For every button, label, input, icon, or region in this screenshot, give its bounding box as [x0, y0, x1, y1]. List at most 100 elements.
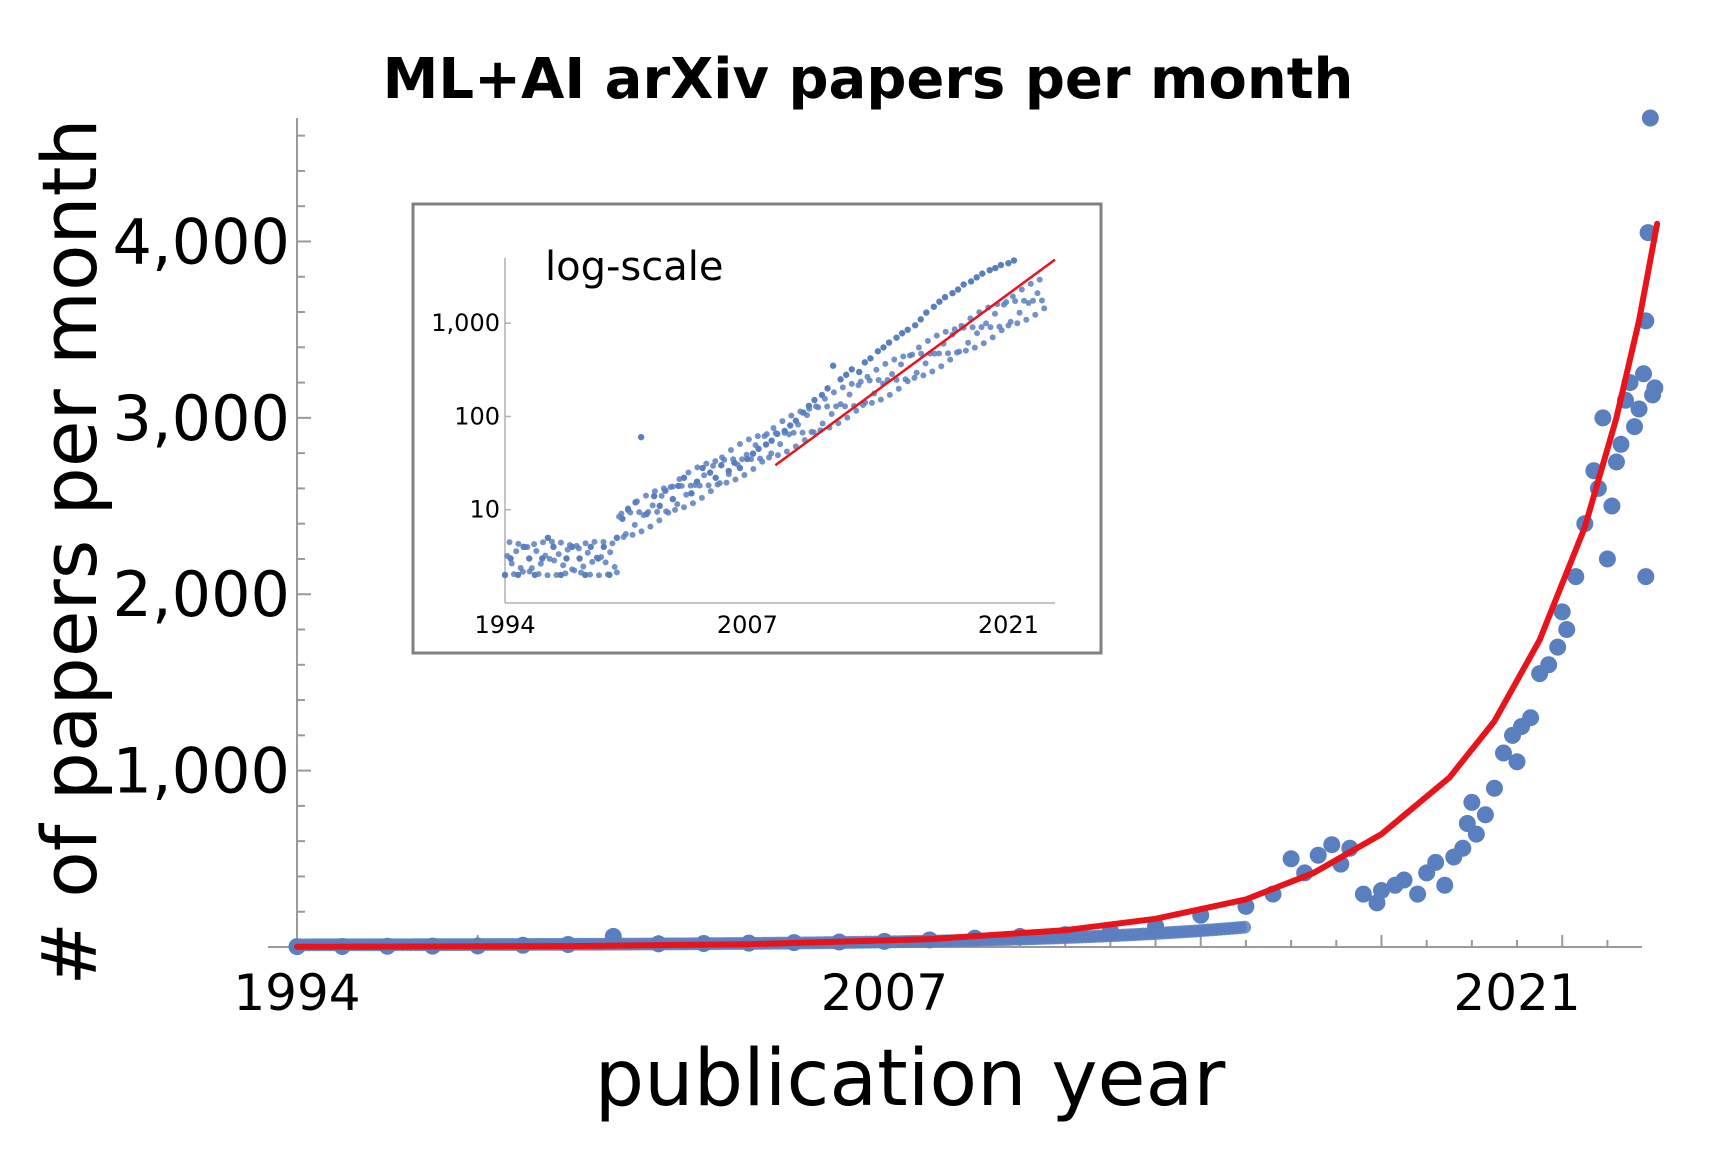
inset-data-point: [779, 418, 786, 425]
inset-data-point: [880, 344, 887, 351]
data-point: [1522, 709, 1540, 727]
inset-data-point: [768, 450, 775, 457]
y-axis-label: # of papers per month: [25, 118, 114, 985]
inset-y-tick-label: 1,000: [431, 309, 500, 337]
inset-data-point: [891, 356, 898, 363]
inset-data-point: [895, 385, 902, 392]
inset-data-point: [873, 366, 880, 373]
inset-data-point: [587, 571, 594, 578]
inset-data-point: [591, 538, 598, 545]
inset-data-point: [969, 324, 976, 331]
inset-data-point: [515, 540, 522, 547]
inset-data-point: [929, 368, 936, 375]
inset-data-point: [600, 538, 607, 545]
inset-data-point: [506, 539, 513, 546]
inset-data-point: [647, 523, 654, 530]
x-axis-label: publication year: [595, 1034, 1227, 1124]
inset-data-point: [566, 541, 573, 548]
inset-data-point: [575, 545, 582, 552]
inset-data-point: [797, 408, 804, 415]
y-tick-label: 4,000: [113, 205, 291, 278]
inset-data-point: [718, 462, 725, 469]
inset-data-point: [846, 391, 853, 398]
inset-data-point: [882, 360, 889, 367]
inset-data-point: [743, 451, 750, 458]
inset-data-point: [692, 481, 699, 488]
inset-data-point: [848, 366, 855, 373]
inset-data-point: [1036, 276, 1043, 283]
inset-data-point: [537, 560, 544, 567]
inset-data-point: [866, 377, 873, 384]
inset-data-point: [992, 264, 999, 272]
inset-data-point: [562, 570, 569, 577]
data-point: [1540, 656, 1558, 674]
inset-data-point: [1009, 293, 1016, 300]
inset-data-point: [842, 403, 849, 410]
inset-data-point: [750, 466, 757, 473]
data-point: [1549, 638, 1567, 656]
inset-data-point: [936, 350, 943, 357]
inset-data-point: [893, 334, 900, 341]
inset-data-point: [795, 421, 802, 428]
y-tick-label: 2,000: [113, 558, 291, 631]
data-point: [1612, 435, 1630, 453]
inset-data-point: [917, 316, 924, 323]
inset-data-point: [678, 482, 685, 489]
inset-data-point: [600, 543, 608, 551]
inset-data-point: [703, 460, 710, 467]
inset-data-point: [576, 555, 583, 562]
data-point: [1463, 793, 1481, 811]
inset-data-point: [768, 437, 775, 444]
data-point: [1637, 568, 1655, 586]
inset-data-point: [839, 384, 846, 391]
inset-data-point: [584, 549, 591, 556]
inset-data-point: [889, 370, 896, 377]
inset-data-point: [649, 502, 656, 509]
inset-data-point: [978, 324, 985, 331]
inset-data-point: [705, 482, 712, 489]
inset-data-point: [752, 442, 759, 449]
inset-data-point: [634, 498, 640, 505]
inset-data-point: [837, 376, 844, 383]
inset-data-point: [904, 326, 911, 333]
inset-data-point: [669, 483, 676, 490]
inset-data-point: [931, 350, 938, 357]
inset-data-point: [947, 356, 954, 363]
inset-data-point: [833, 403, 840, 410]
inset-data-point: [531, 541, 538, 548]
data-point: [1409, 885, 1427, 903]
inset-data-point: [787, 422, 794, 429]
chart-title: ML+AI arXiv papers per month: [383, 47, 1354, 112]
inset-fit-line: [774, 258, 1056, 467]
inset-data-point: [763, 431, 770, 438]
inset-data-point: [560, 562, 567, 569]
inset-data-point: [580, 563, 587, 570]
inset-data-point: [806, 405, 813, 412]
inset-data-point: [913, 369, 920, 376]
inset-data-point: [777, 441, 784, 448]
inset-data-point: [629, 531, 636, 538]
data-point: [1553, 603, 1571, 621]
inset-data-point: [944, 350, 951, 357]
inset-data-point: [898, 361, 904, 368]
data-point: [1567, 568, 1585, 586]
inset-data-point: [658, 492, 665, 499]
inset-data-point: [595, 572, 602, 579]
inset-data-point: [642, 492, 649, 499]
data-point: [1646, 379, 1664, 397]
inset-data-point: [510, 571, 517, 578]
inset-data-point: [674, 501, 681, 508]
inset-data-point: [734, 461, 741, 468]
inset-data-point: [676, 476, 683, 483]
x-tick-label: 2007: [821, 964, 948, 1022]
inset-data-point: [821, 395, 828, 402]
x-tick-label: 1994: [233, 964, 360, 1022]
inset-data-point: [1034, 290, 1041, 297]
inset-data-point: [774, 452, 781, 459]
inset-data-point: [504, 552, 511, 559]
inset-data-point: [980, 340, 987, 347]
inset-data-point: [1023, 316, 1030, 323]
inset-data-point: [736, 440, 743, 447]
inset-data-point: [951, 326, 958, 333]
inset-data-point: [656, 502, 663, 510]
